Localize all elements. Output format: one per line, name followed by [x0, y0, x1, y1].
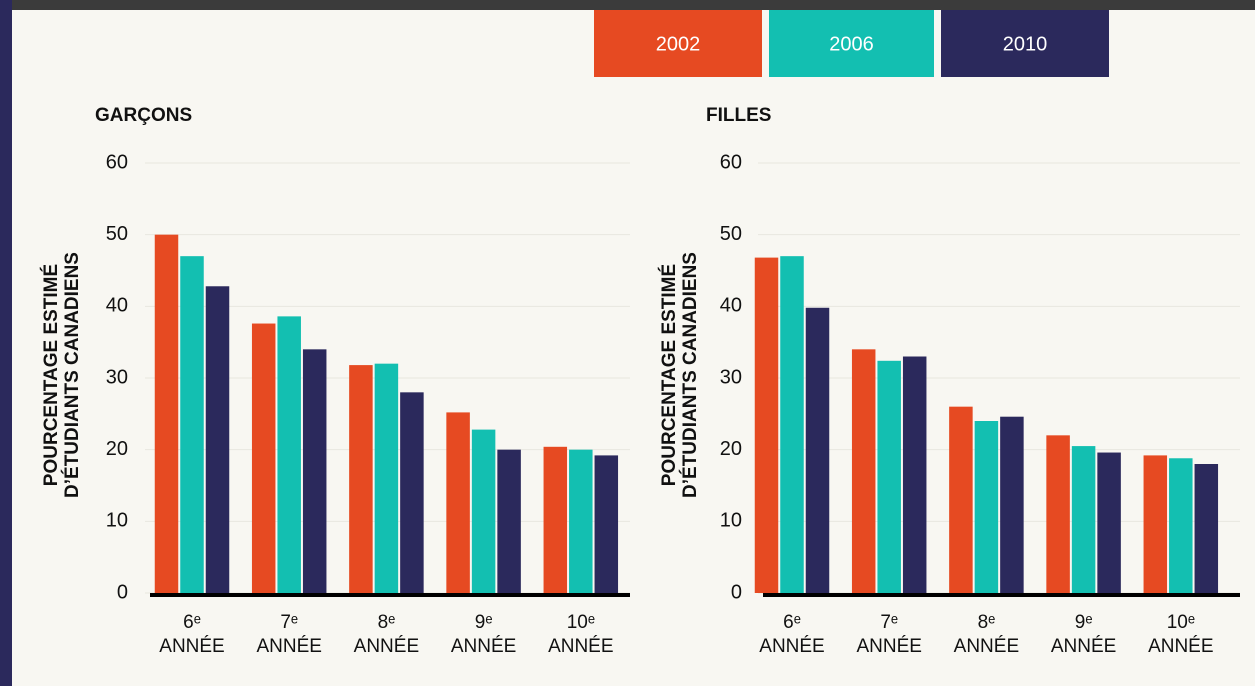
y-tick-label: 20	[106, 438, 128, 460]
bar	[400, 392, 424, 593]
x-tick-label: 8ᵉ ANNÉE	[953, 612, 1020, 657]
bar	[594, 455, 619, 593]
bar	[543, 446, 568, 593]
bar	[1097, 452, 1121, 593]
x-tick-label: 7ᵉ ANNÉE	[856, 612, 922, 657]
x-tick-label: 8ᵉ ANNÉE	[353, 612, 420, 657]
y-tick-label: 40	[106, 295, 128, 317]
x-tick-label: 7ᵉ ANNÉE	[256, 612, 322, 657]
legend-swatch	[594, 10, 762, 77]
y-axis-label: POURCENTAGE ESTIMÉ D’ÉTUDIANTS CANADIENS	[659, 252, 701, 498]
y-tick-label: 20	[720, 438, 742, 460]
x-tick-label: 10ᵉ ANNÉE	[1148, 612, 1214, 657]
x-tick-label: 6ᵉ ANNÉE	[159, 612, 225, 657]
y-tick-label: 10	[106, 510, 128, 532]
bar	[949, 406, 973, 593]
y-tick-label: 0	[731, 581, 742, 603]
y-tick-label: 10	[720, 510, 742, 532]
legend-label: 2002	[656, 33, 701, 55]
chart-title: GARÇONS	[95, 105, 192, 126]
bar	[569, 449, 593, 593]
bar	[754, 257, 779, 593]
bar	[1000, 416, 1024, 593]
top-bar	[0, 0, 1255, 10]
bar	[205, 286, 230, 593]
bar	[154, 234, 179, 593]
bar	[302, 349, 327, 593]
bar	[1143, 455, 1168, 593]
y-tick-label: 60	[720, 151, 742, 173]
y-tick-label: 50	[106, 223, 128, 245]
legend-swatch	[769, 10, 934, 77]
bar	[497, 449, 521, 593]
legend-label: 2006	[829, 33, 874, 55]
bar	[277, 316, 301, 593]
x-tick-label: 6ᵉ ANNÉE	[759, 612, 825, 657]
bar	[877, 360, 901, 593]
bar	[805, 307, 830, 593]
y-tick-label: 60	[106, 151, 128, 173]
bar	[446, 412, 470, 593]
legend-label: 2010	[1003, 33, 1048, 55]
bar	[1071, 446, 1096, 593]
y-tick-label: 50	[720, 223, 742, 245]
y-tick-label: 0	[117, 581, 128, 603]
bar	[1046, 435, 1070, 593]
bar	[471, 429, 496, 593]
bar	[851, 349, 876, 593]
x-tick-label: 9ᵉ ANNÉE	[1050, 612, 1117, 657]
bar	[902, 356, 927, 593]
bar	[374, 363, 399, 593]
bar	[1194, 464, 1219, 593]
y-tick-label: 30	[720, 366, 742, 388]
x-tick-label: 10ᵉ ANNÉE	[548, 612, 614, 657]
x-tick-label: 9ᵉ ANNÉE	[450, 612, 517, 657]
bar	[180, 256, 204, 593]
y-tick-label: 30	[106, 366, 128, 388]
bar	[251, 323, 276, 593]
y-axis-label: POURCENTAGE ESTIMÉ D’ÉTUDIANTS CANADIENS	[41, 252, 83, 498]
legend-swatch	[941, 10, 1109, 77]
bar	[780, 256, 804, 593]
side-bar	[0, 0, 12, 686]
chart-title: FILLES	[706, 105, 771, 126]
bar	[1169, 458, 1193, 593]
bar	[974, 421, 999, 593]
y-tick-label: 40	[720, 295, 742, 317]
bar	[349, 365, 373, 593]
